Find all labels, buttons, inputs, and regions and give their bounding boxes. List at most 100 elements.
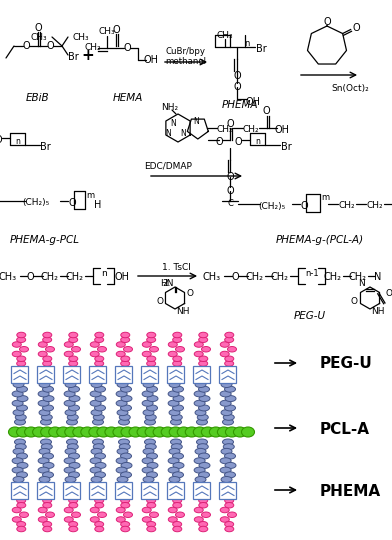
Text: CH₂: CH₂ bbox=[41, 272, 59, 282]
Ellipse shape bbox=[143, 381, 154, 388]
Ellipse shape bbox=[143, 448, 154, 454]
Ellipse shape bbox=[90, 467, 101, 473]
Ellipse shape bbox=[195, 448, 206, 454]
Ellipse shape bbox=[171, 444, 182, 450]
Ellipse shape bbox=[227, 347, 236, 352]
Ellipse shape bbox=[199, 361, 208, 366]
Ellipse shape bbox=[43, 332, 52, 338]
Ellipse shape bbox=[173, 522, 181, 527]
Text: PHEMA: PHEMA bbox=[222, 100, 258, 110]
Text: O: O bbox=[112, 25, 120, 35]
Ellipse shape bbox=[116, 391, 127, 397]
Ellipse shape bbox=[43, 498, 52, 503]
Ellipse shape bbox=[41, 414, 52, 420]
Ellipse shape bbox=[199, 396, 210, 402]
Text: CH₂: CH₂ bbox=[246, 272, 264, 282]
Ellipse shape bbox=[69, 396, 80, 402]
Ellipse shape bbox=[145, 419, 156, 425]
Ellipse shape bbox=[198, 453, 209, 459]
Ellipse shape bbox=[197, 444, 208, 450]
Ellipse shape bbox=[105, 427, 118, 437]
Ellipse shape bbox=[17, 498, 26, 503]
Ellipse shape bbox=[145, 439, 156, 445]
Text: PHEMA-g-(PCL-A): PHEMA-g-(PCL-A) bbox=[276, 235, 364, 245]
Text: CH₂: CH₂ bbox=[349, 272, 367, 282]
Ellipse shape bbox=[17, 462, 28, 468]
Ellipse shape bbox=[147, 526, 156, 532]
Ellipse shape bbox=[69, 472, 80, 478]
Ellipse shape bbox=[225, 405, 236, 411]
Ellipse shape bbox=[173, 462, 184, 468]
Text: O: O bbox=[226, 186, 234, 196]
Text: O: O bbox=[123, 43, 131, 53]
Ellipse shape bbox=[117, 381, 128, 388]
Ellipse shape bbox=[113, 427, 126, 437]
Ellipse shape bbox=[95, 332, 104, 338]
Text: PCL-A: PCL-A bbox=[320, 422, 370, 436]
Ellipse shape bbox=[95, 356, 104, 361]
Ellipse shape bbox=[199, 332, 208, 338]
Text: CH₂: CH₂ bbox=[216, 125, 233, 134]
Ellipse shape bbox=[93, 414, 104, 420]
Ellipse shape bbox=[173, 337, 181, 342]
Ellipse shape bbox=[121, 522, 130, 527]
Ellipse shape bbox=[45, 512, 54, 517]
Text: CH₂: CH₂ bbox=[85, 44, 101, 52]
Ellipse shape bbox=[91, 448, 102, 454]
Ellipse shape bbox=[119, 414, 130, 420]
Ellipse shape bbox=[199, 462, 210, 468]
Ellipse shape bbox=[90, 507, 99, 513]
Text: H: H bbox=[94, 200, 102, 210]
Text: O: O bbox=[226, 172, 234, 182]
Ellipse shape bbox=[38, 517, 47, 522]
Text: CH₂: CH₂ bbox=[242, 125, 259, 134]
Ellipse shape bbox=[39, 381, 50, 388]
Ellipse shape bbox=[13, 381, 24, 388]
Text: N: N bbox=[180, 129, 186, 138]
Ellipse shape bbox=[168, 458, 179, 464]
Ellipse shape bbox=[64, 391, 75, 397]
Text: N: N bbox=[170, 119, 176, 129]
Ellipse shape bbox=[171, 414, 182, 420]
Ellipse shape bbox=[225, 386, 236, 392]
Ellipse shape bbox=[194, 342, 203, 347]
Ellipse shape bbox=[121, 462, 132, 468]
Ellipse shape bbox=[169, 476, 180, 483]
Ellipse shape bbox=[220, 342, 229, 347]
Ellipse shape bbox=[94, 453, 105, 459]
Text: CH₂: CH₂ bbox=[271, 272, 289, 282]
Ellipse shape bbox=[199, 356, 208, 361]
Ellipse shape bbox=[143, 410, 154, 416]
Ellipse shape bbox=[42, 472, 54, 478]
Ellipse shape bbox=[149, 512, 158, 517]
Text: O: O bbox=[323, 17, 331, 27]
Ellipse shape bbox=[198, 405, 209, 411]
Ellipse shape bbox=[39, 448, 50, 454]
Ellipse shape bbox=[173, 356, 182, 361]
Ellipse shape bbox=[57, 427, 70, 437]
Ellipse shape bbox=[65, 448, 76, 454]
Ellipse shape bbox=[12, 400, 23, 406]
Ellipse shape bbox=[43, 462, 54, 468]
Text: CH₃: CH₃ bbox=[203, 272, 221, 282]
Ellipse shape bbox=[25, 427, 38, 437]
Ellipse shape bbox=[94, 386, 105, 392]
Ellipse shape bbox=[161, 427, 174, 437]
Text: O: O bbox=[22, 41, 30, 51]
Ellipse shape bbox=[173, 332, 182, 338]
Bar bbox=[89, 482, 107, 498]
Ellipse shape bbox=[95, 396, 106, 402]
Ellipse shape bbox=[147, 462, 158, 468]
Ellipse shape bbox=[173, 498, 181, 503]
Ellipse shape bbox=[116, 400, 127, 406]
Ellipse shape bbox=[143, 476, 154, 483]
Text: O: O bbox=[350, 298, 358, 307]
Ellipse shape bbox=[16, 453, 27, 459]
Ellipse shape bbox=[198, 386, 209, 392]
Ellipse shape bbox=[142, 458, 153, 464]
Ellipse shape bbox=[38, 458, 49, 464]
Ellipse shape bbox=[221, 381, 232, 388]
Text: CH₃: CH₃ bbox=[99, 26, 115, 36]
Ellipse shape bbox=[69, 453, 80, 459]
Ellipse shape bbox=[20, 512, 29, 517]
